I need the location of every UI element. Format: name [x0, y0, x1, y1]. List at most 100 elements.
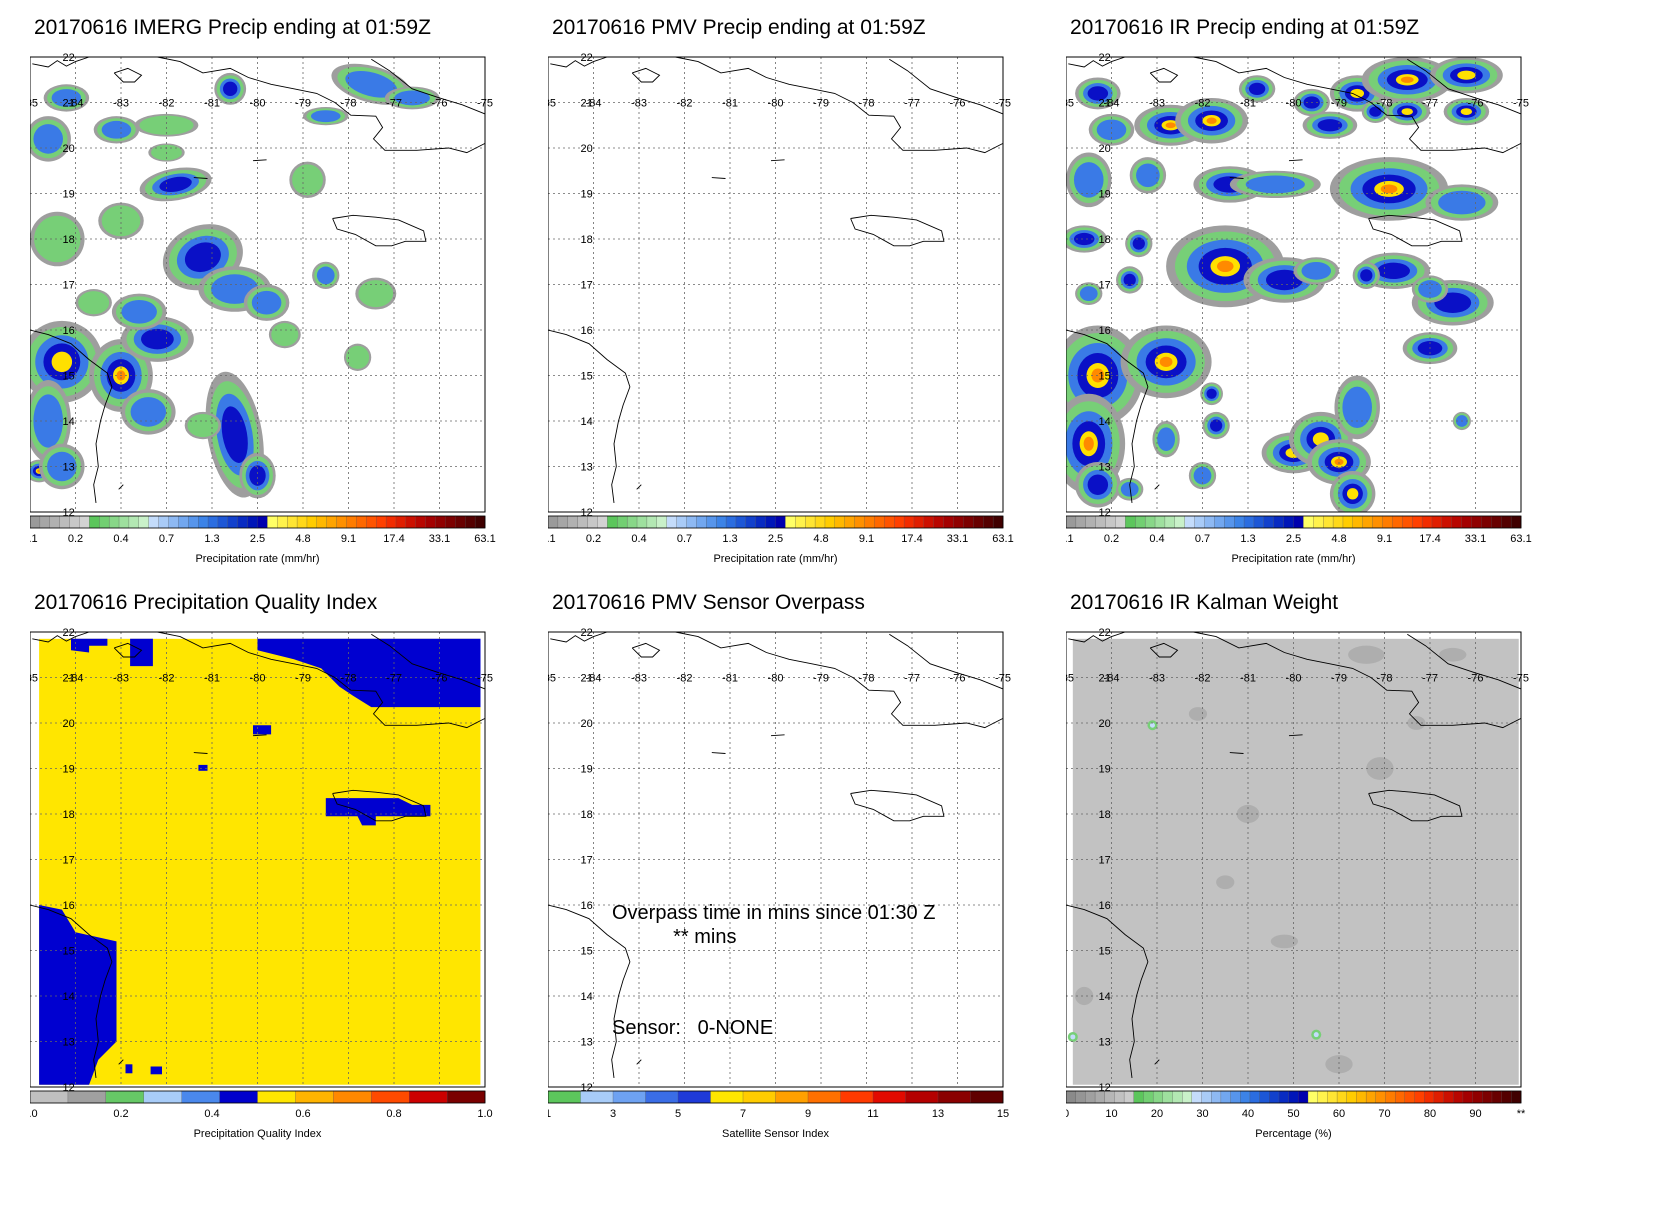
lat-tick-label: 18 [1099, 234, 1111, 246]
rain-cell [130, 397, 167, 427]
coastline [1407, 633, 1522, 690]
lat-tick-label: 14 [63, 416, 75, 428]
lat-tick-label: 21 [1099, 98, 1111, 110]
coastline [1068, 56, 1126, 68]
colorbar-swatch [1263, 515, 1275, 529]
rain-cell [251, 290, 282, 315]
rain-cell [345, 345, 370, 369]
map-frame [548, 631, 1004, 1088]
panel-title: 20170616 Precipitation Quality Index [34, 591, 378, 614]
map-frame [30, 56, 486, 513]
colorbar-swatch [333, 1090, 372, 1104]
colorbar-label: Precipitation Quality Index [194, 1128, 322, 1140]
lon-tick-label: -84 [1104, 98, 1120, 110]
lon-tick-label: -77 [386, 673, 402, 685]
colorbar-swatch [567, 515, 579, 529]
rain-cell [1350, 88, 1365, 98]
colorbar-swatch [409, 1090, 448, 1104]
coastline [636, 484, 642, 490]
colorbar-swatch [455, 515, 466, 529]
colorbar-swatch [677, 1090, 711, 1104]
lon-tick-label: -81 [204, 98, 220, 110]
rain-cell [101, 120, 132, 139]
lat-tick-label: 21 [581, 673, 593, 685]
lon-tick-label: -83 [631, 673, 647, 685]
map-grid: -85-84-83-82-81-80-79-78-77-76-752221201… [548, 52, 1011, 519]
colorbar-swatch [1441, 515, 1453, 529]
colorbar-swatch [1259, 1090, 1270, 1104]
colorbar-tick-label: 4.8 [813, 533, 828, 545]
colorbar-frame [1066, 515, 1522, 529]
weight-spot [1348, 645, 1385, 664]
colorbar-swatch [1327, 1090, 1338, 1104]
colorbar-swatch [1105, 515, 1116, 529]
colorbar-tick-label: 4.8 [1331, 533, 1346, 545]
colorbar-tick-label: 17.4 [1419, 533, 1440, 545]
qi-region [198, 764, 208, 771]
lat-tick-label: 15 [1099, 946, 1111, 958]
coastline [631, 642, 661, 658]
rain-cell [1159, 356, 1173, 367]
rain-cell [33, 124, 63, 154]
coastline [675, 631, 1004, 729]
colorbar-swatch [696, 515, 707, 529]
lon-tick-label: -84 [1104, 673, 1120, 685]
colorbar-tick-label: 0.4 [113, 533, 128, 545]
coastline [1066, 329, 1149, 503]
colorbar-swatch [356, 515, 367, 529]
coastline [770, 734, 785, 737]
lon-tick-label: -82 [677, 98, 693, 110]
colorbar-swatch [67, 1090, 107, 1104]
colorbar-tick-label: 1.3 [722, 533, 737, 545]
colorbar-swatch [970, 1090, 1004, 1104]
colorbar: 0.1 0.2 0.4 0.7 1.3 2.5 4.8 9.1 17.4 33.1 63.1 Prec… [548, 515, 1014, 565]
lat-tick-label: 14 [581, 416, 593, 428]
rain-cell [1301, 261, 1332, 280]
lat-tick-label: 13 [63, 462, 75, 474]
rain-cell [1210, 419, 1223, 432]
weight-cell [1313, 1032, 1319, 1038]
rain-cell [358, 280, 394, 308]
colorbar-swatch [49, 515, 61, 529]
lon-tick-label: -80 [250, 673, 266, 685]
coastline [332, 789, 427, 822]
lon-tick-label: -84 [586, 673, 602, 685]
colorbar-swatch [296, 515, 308, 529]
precip-map: -85-84-83-82-81-80-79-78-77-76-752221201… [1066, 52, 1532, 565]
rain-cell [1460, 108, 1473, 116]
colorbar-swatch [1375, 1090, 1386, 1104]
lat-tick-label: 21 [581, 98, 593, 110]
colorbar-swatch [587, 515, 598, 529]
colorbar-tick-label: 1.3 [204, 533, 219, 545]
lat-tick-label: 13 [1099, 1037, 1111, 1049]
colorbar-swatch [1144, 515, 1156, 529]
lat-tick-label: 22 [581, 627, 593, 639]
weight-spot [1270, 934, 1299, 949]
rain-cell [345, 70, 398, 98]
panel-title: 20170616 IR Kalman Weight [1070, 591, 1339, 614]
qi-region [130, 638, 153, 667]
lon-tick-label: -79 [813, 98, 829, 110]
colorbar-swatch [257, 515, 268, 529]
colorbar-tick-label: 33.1 [1465, 533, 1486, 545]
colorbar-swatch [1346, 1090, 1357, 1104]
coastline [113, 642, 143, 658]
coastline [548, 904, 631, 1078]
lon-tick-label: -85 [548, 98, 556, 110]
colorbar-swatch [785, 515, 796, 529]
colorbar-swatch [425, 515, 436, 529]
colorbar-swatch [1511, 1090, 1522, 1104]
colorbar-swatch [181, 1090, 221, 1104]
lon-tick-label: -79 [1331, 673, 1347, 685]
colorbar-swatch [617, 515, 628, 529]
map-frame [1066, 56, 1522, 513]
lat-tick-label: 17 [1099, 280, 1111, 292]
coastline [1229, 752, 1244, 754]
coastline [193, 752, 208, 754]
coastline [113, 67, 143, 83]
colorbar-swatch [1323, 515, 1334, 529]
colorbar-tick-label: 0.4 [631, 533, 646, 545]
colorbar-swatch [1307, 1090, 1319, 1104]
colorbar-swatch [158, 515, 169, 529]
colorbar-swatch [105, 1090, 145, 1104]
